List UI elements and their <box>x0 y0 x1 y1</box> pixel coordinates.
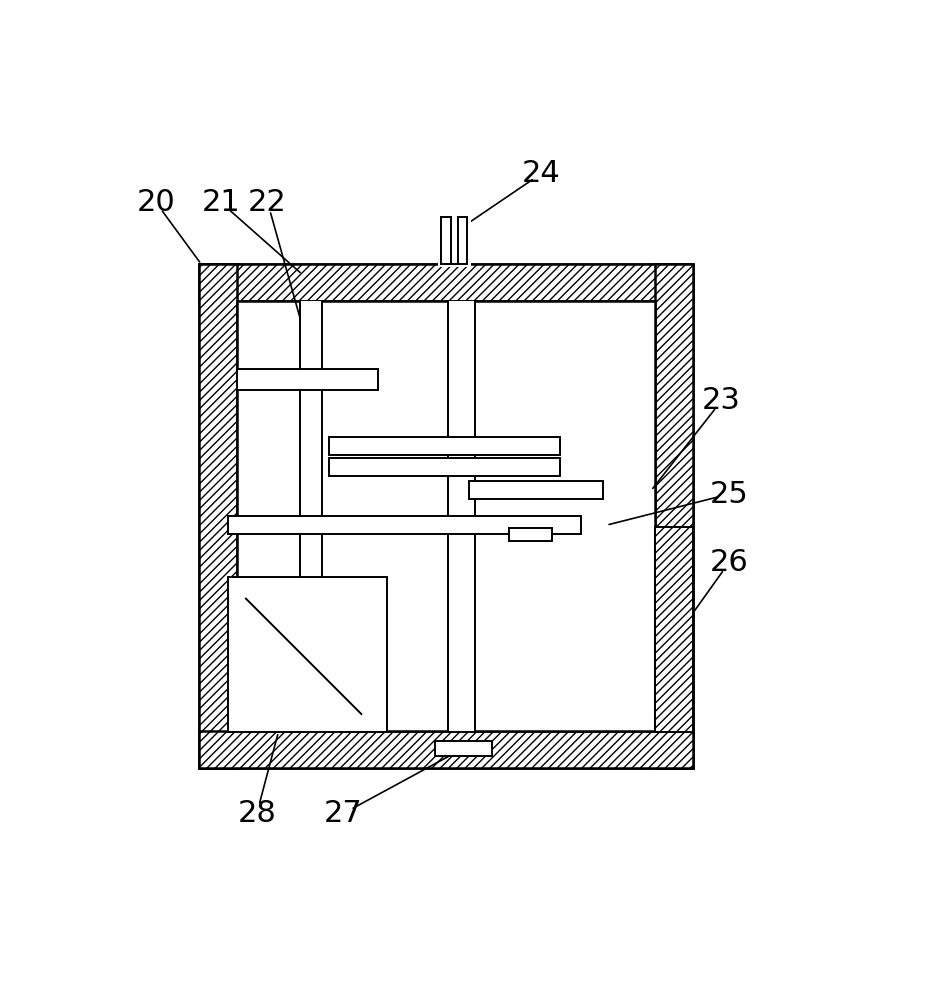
Bar <box>228 577 387 732</box>
Text: 28: 28 <box>237 799 276 828</box>
Text: 26: 26 <box>710 548 749 577</box>
Bar <box>300 301 322 731</box>
Bar <box>199 264 236 768</box>
Bar <box>656 264 693 768</box>
Text: 23: 23 <box>702 386 741 415</box>
Bar <box>199 264 693 768</box>
Bar <box>329 437 560 455</box>
Bar <box>199 264 693 301</box>
Bar <box>656 527 693 732</box>
Text: 25: 25 <box>710 480 749 509</box>
Bar <box>236 301 656 731</box>
Bar <box>329 458 560 476</box>
Bar <box>438 209 471 267</box>
Bar <box>237 369 378 390</box>
Bar <box>199 731 693 768</box>
Text: 22: 22 <box>248 188 287 217</box>
Bar <box>435 741 493 756</box>
Text: 27: 27 <box>324 799 363 828</box>
Bar <box>228 516 581 534</box>
Text: 24: 24 <box>522 159 561 188</box>
Text: 20: 20 <box>137 188 175 217</box>
Text: 21: 21 <box>202 188 240 217</box>
Bar <box>509 528 552 541</box>
Bar <box>470 481 603 499</box>
Bar <box>448 301 475 731</box>
